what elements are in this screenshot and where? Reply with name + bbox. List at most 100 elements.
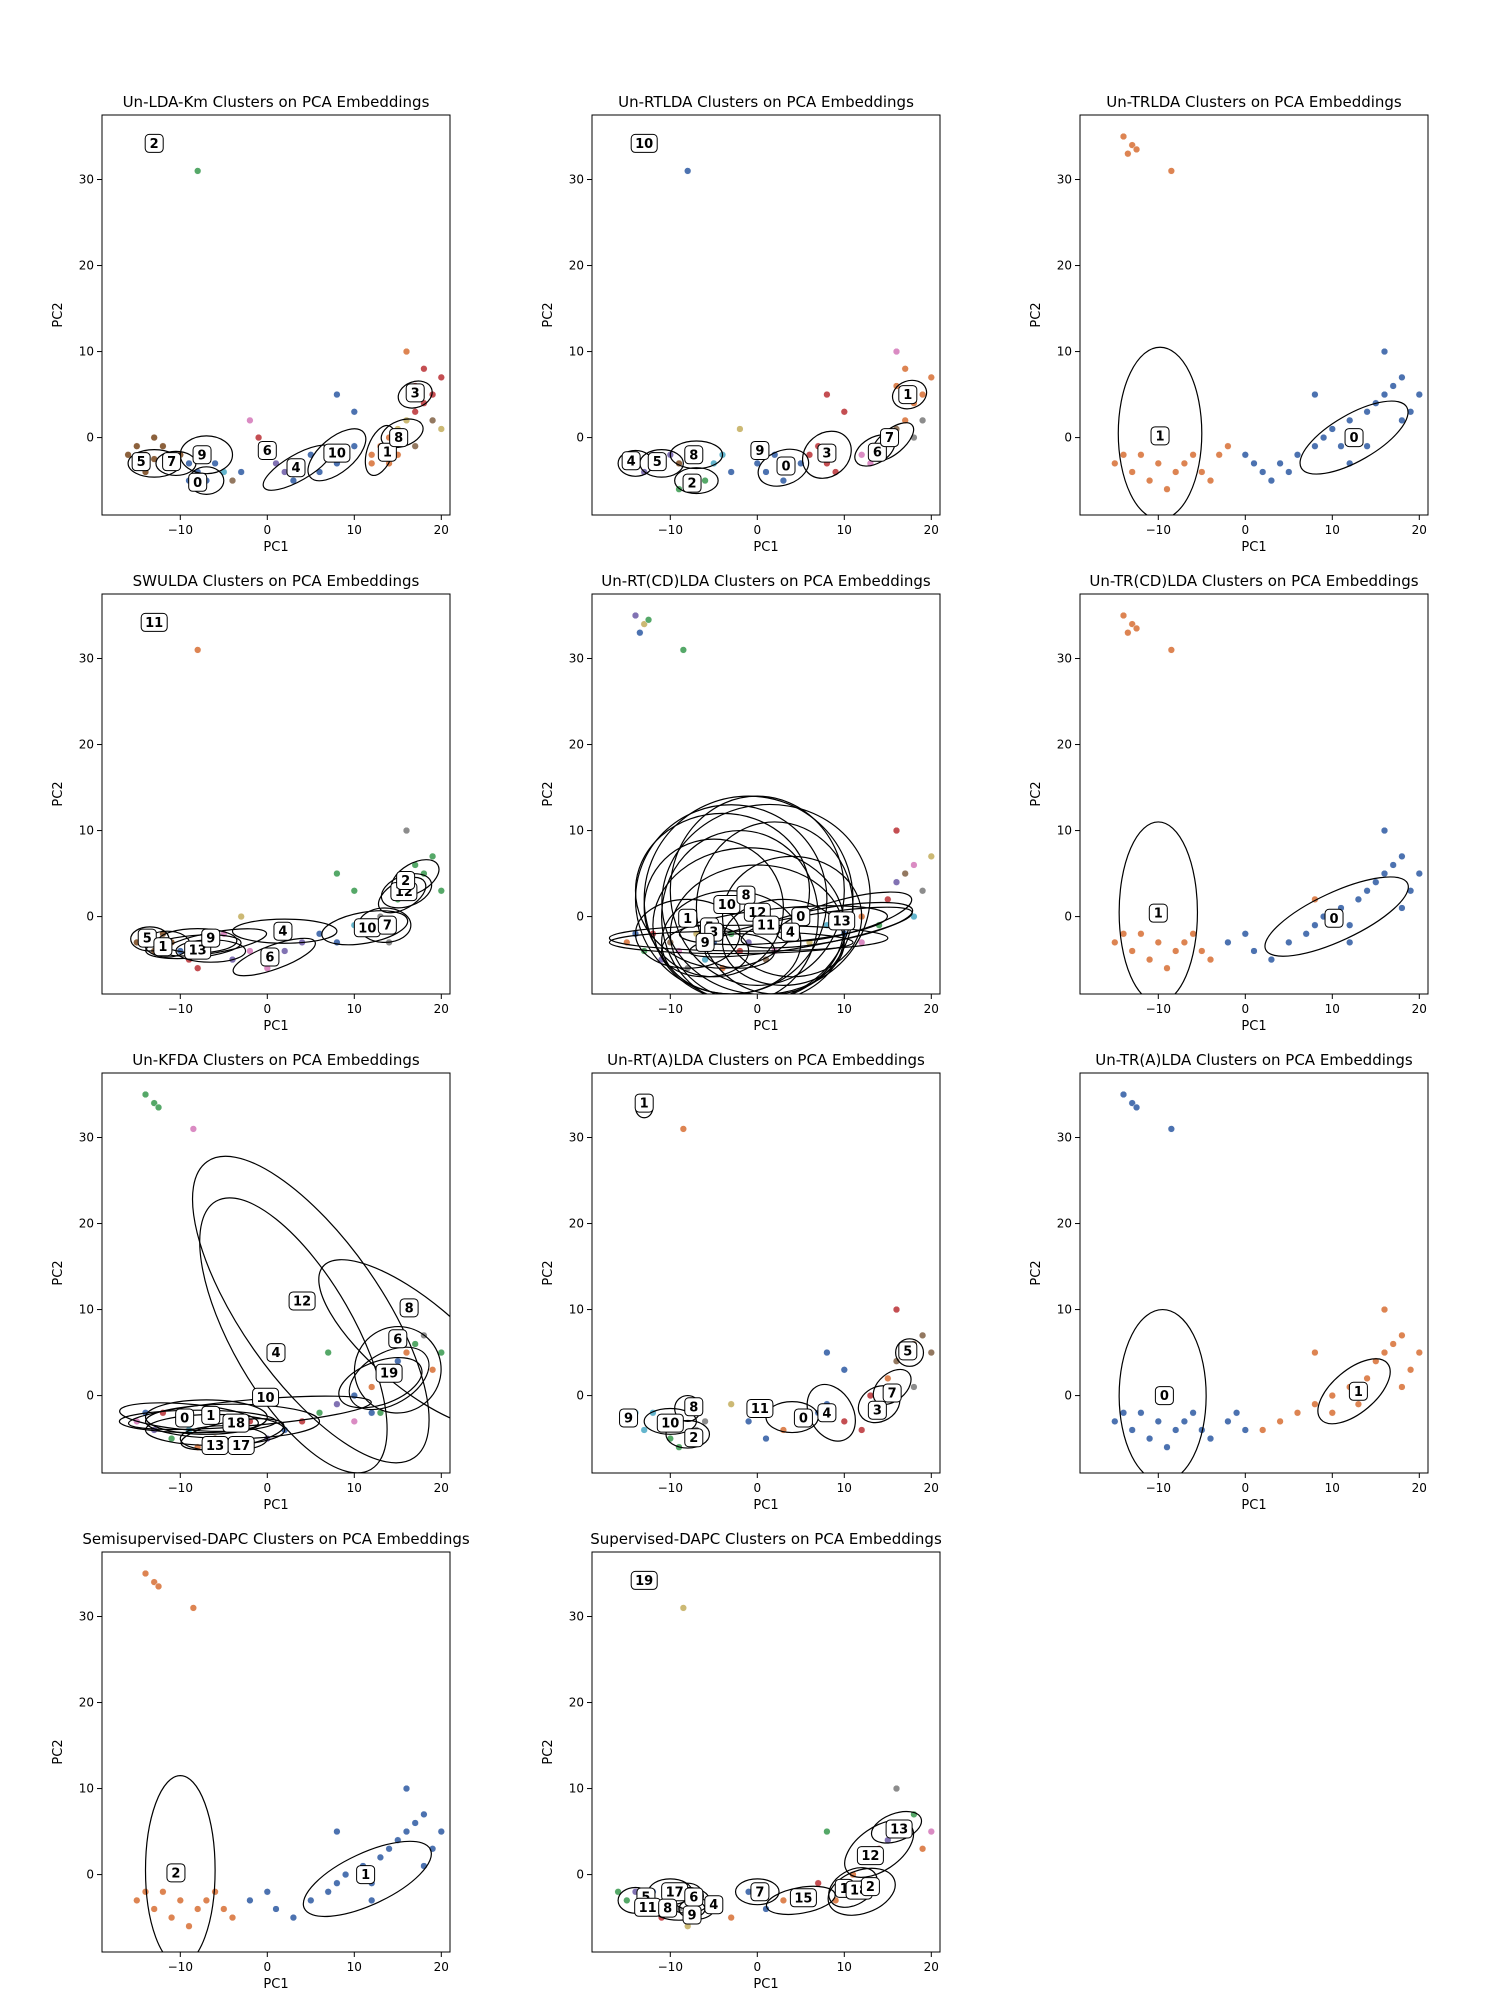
cluster-label: 10	[328, 447, 346, 462]
y-tick-label: 10	[569, 824, 584, 838]
cluster-label-box	[867, 1400, 887, 1420]
cluster-label: 7	[888, 1387, 897, 1402]
subplot-4: Un-RT(CD)LDA Clusters on PCA Embeddings 1…	[541, 572, 941, 1034]
data-point	[211, 459, 219, 468]
data-point	[1241, 1426, 1249, 1434]
x-tick-label: 10	[1325, 1002, 1340, 1016]
data-point	[150, 1578, 158, 1586]
cluster-ellipse	[1317, 1358, 1391, 1425]
data-point	[1293, 451, 1302, 459]
data-point	[1328, 1391, 1336, 1400]
data-point	[1163, 1443, 1171, 1451]
cluster-ellipse	[801, 430, 852, 479]
data-point	[1172, 947, 1180, 955]
data-point	[1119, 1409, 1128, 1417]
cluster-label: 11	[751, 1402, 769, 1417]
cluster-ellipse	[144, 1775, 216, 1952]
cluster-ellipse	[119, 1402, 259, 1432]
y-tick-label: 10	[79, 1782, 94, 1796]
data-point	[1328, 425, 1336, 433]
cluster-label-box	[789, 1888, 817, 1908]
data-point	[194, 167, 202, 175]
cluster-label: 15	[794, 1891, 812, 1906]
data-point	[892, 382, 901, 390]
x-axis-label: PC1	[1241, 1498, 1266, 1513]
y-tick-label: 20	[79, 1217, 94, 1231]
data-point	[150, 433, 158, 442]
cluster-ellipse	[232, 937, 316, 977]
cluster-label: 12	[861, 1849, 879, 1864]
data-point	[1406, 887, 1415, 895]
cluster-label: 3	[411, 386, 420, 401]
data-point	[1398, 1383, 1406, 1391]
data-point	[1380, 826, 1389, 835]
data-point	[701, 1417, 709, 1426]
data-point	[840, 1366, 848, 1374]
data-point	[1132, 624, 1141, 633]
data-point	[1206, 476, 1215, 485]
data-point	[411, 1340, 419, 1348]
data-point	[246, 416, 254, 425]
data-point	[1267, 955, 1276, 964]
subplot-3: SWULDA Clusters on PCA Embeddings 11 51 139…	[51, 572, 451, 1034]
cluster-label-box	[867, 442, 887, 462]
cluster-label-box	[288, 1291, 316, 1311]
data-point	[1285, 468, 1293, 476]
cluster-label: 0	[1330, 912, 1339, 927]
cluster-ellipse	[721, 898, 845, 986]
data-point	[1189, 1409, 1197, 1417]
cluster-label-box	[684, 1428, 704, 1448]
data-point	[1189, 930, 1197, 938]
cluster-label-box	[286, 458, 306, 478]
cluster-label: 8	[663, 1902, 672, 1917]
data-point	[892, 826, 901, 835]
data-point	[1293, 1409, 1302, 1417]
data-point	[1189, 451, 1197, 459]
data-point	[402, 1784, 411, 1793]
data-point	[823, 390, 831, 399]
cluster-label-box	[201, 1405, 221, 1425]
data-point	[133, 1896, 141, 1905]
data-point	[402, 416, 411, 425]
data-point	[1285, 938, 1293, 947]
cluster-label-box	[817, 443, 837, 463]
cluster-label-box	[131, 452, 151, 472]
data-point	[910, 1383, 918, 1391]
x-tick-label: −10	[168, 1002, 193, 1016]
cluster-label: 8	[689, 448, 698, 463]
cluster-label-box	[399, 1298, 419, 1318]
cluster-ellipse	[827, 1867, 896, 1916]
x-tick-label: 10	[837, 523, 852, 537]
x-tick-label: 10	[1325, 523, 1340, 537]
x-axis-label: PC1	[263, 1019, 288, 1034]
y-axis-label: PC2	[51, 1739, 66, 1764]
cluster-label-box	[713, 895, 741, 915]
cluster-label-box	[257, 440, 277, 460]
data-point	[1276, 459, 1284, 468]
plot-area: 153910812110413	[608, 611, 935, 994]
y-tick-label: 0	[1064, 1389, 1072, 1403]
x-axis-label: PC1	[753, 540, 778, 555]
cluster-ellipse	[678, 905, 889, 946]
data-point	[727, 1400, 735, 1408]
data-point	[1346, 921, 1354, 929]
cluster-label-box	[780, 922, 800, 942]
y-tick-label: 30	[79, 1131, 94, 1145]
data-point	[307, 1896, 315, 1905]
data-point	[1372, 1357, 1380, 1365]
cluster-label: 10	[257, 1391, 275, 1406]
data-point	[1132, 1103, 1141, 1112]
plot-title: Un-RT(CD)LDA Clusters on PCA Embeddings	[601, 572, 931, 590]
y-tick-label: 30	[79, 173, 94, 187]
data-point	[614, 1888, 622, 1896]
cluster-label: 11	[757, 919, 775, 934]
data-point	[1406, 408, 1415, 416]
data-point	[1198, 947, 1206, 955]
y-tick-label: 0	[576, 910, 584, 924]
x-axis-label: PC1	[1241, 540, 1266, 555]
data-point	[701, 476, 709, 485]
data-point	[1311, 1400, 1319, 1408]
